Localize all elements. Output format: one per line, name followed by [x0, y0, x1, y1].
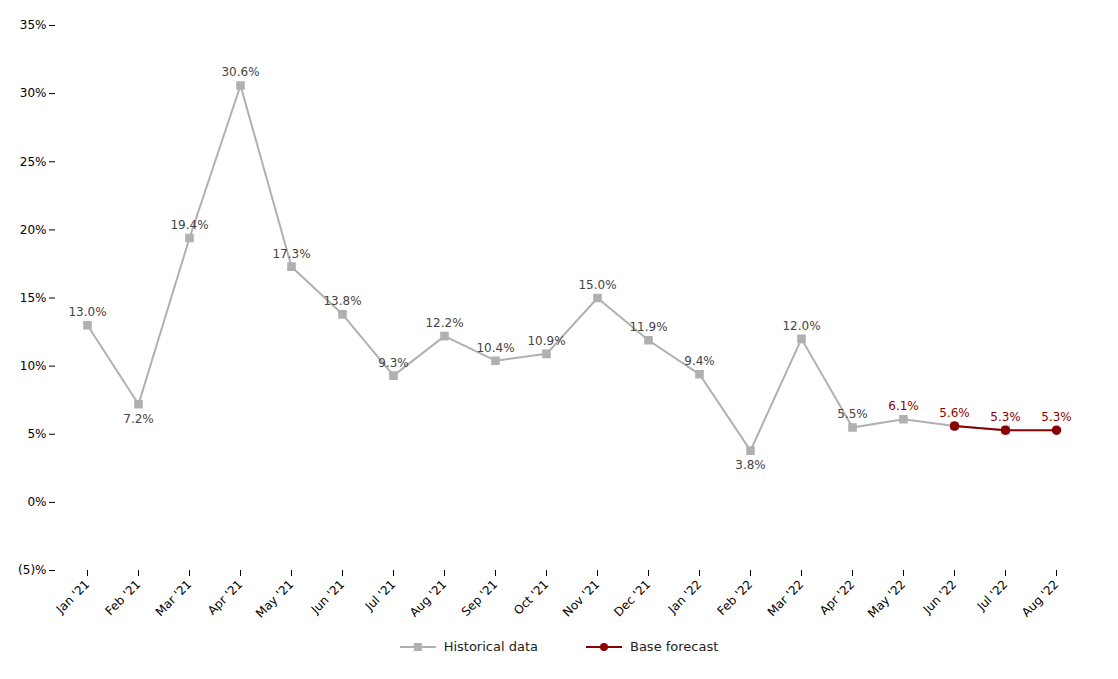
svg-text:30.6%: 30.6%	[221, 65, 259, 79]
svg-text:0%: 0%	[27, 495, 46, 509]
svg-text:9.4%: 9.4%	[684, 354, 715, 368]
svg-text:13.8%: 13.8%	[323, 294, 361, 308]
svg-text:Sep '21: Sep '21	[459, 577, 501, 619]
svg-text:15.0%: 15.0%	[578, 278, 616, 292]
html-text:Historical data: Historical data	[443, 639, 538, 654]
svg-text:13.0%: 13.0%	[68, 305, 106, 319]
svg-text:May '21: May '21	[253, 577, 296, 620]
svg-text:11.9%: 11.9%	[629, 320, 667, 334]
svg-text:Apr '21: Apr '21	[205, 577, 245, 617]
svg-text:5.5%: 5.5%	[837, 407, 868, 421]
svg-text:Mar '22: Mar '22	[765, 577, 807, 619]
svg-text:Jan '21: Jan '21	[53, 577, 93, 617]
svg-text:15%: 15%	[20, 291, 47, 305]
svg-text:Feb '21: Feb '21	[103, 577, 144, 618]
svg-text:Mar '21: Mar '21	[153, 577, 195, 619]
svg-text:5%: 5%	[27, 427, 46, 441]
svg-text:17.3%: 17.3%	[272, 247, 310, 261]
svg-text:12.2%: 12.2%	[425, 316, 463, 330]
svg-text:Oct '21: Oct '21	[511, 577, 551, 617]
svg-text:Feb '22: Feb '22	[715, 577, 756, 618]
svg-text:Jun '22: Jun '22	[920, 577, 960, 617]
svg-text:10.9%: 10.9%	[527, 334, 565, 348]
svg-text:May '22: May '22	[865, 577, 908, 620]
svg-text:Apr '22: Apr '22	[817, 577, 857, 617]
svg-text:Jun '21: Jun '21	[308, 577, 348, 617]
svg-text:19.4%: 19.4%	[170, 218, 208, 232]
svg-text:(5)%: (5)%	[18, 563, 46, 577]
svg-text:Jul '22: Jul '22	[974, 577, 1011, 614]
svg-text:5.3%: 5.3%	[990, 410, 1021, 424]
svg-text:5.6%: 5.6%	[939, 406, 970, 420]
svg-text:12.0%: 12.0%	[782, 319, 820, 333]
svg-text:Aug '21: Aug '21	[407, 577, 449, 619]
svg-text:Jan '22: Jan '22	[665, 577, 705, 617]
svg-text:Dec '21: Dec '21	[611, 577, 653, 619]
svg-text:10%: 10%	[20, 359, 47, 373]
svg-text:5.3%: 5.3%	[1041, 410, 1072, 424]
svg-text:25%: 25%	[20, 155, 47, 169]
svg-text:Jul '21: Jul '21	[362, 577, 399, 614]
svg-text:20%: 20%	[20, 223, 47, 237]
svg-text:Aug '22: Aug '22	[1019, 577, 1061, 619]
html-text:Base forecast: Base forecast	[630, 639, 719, 654]
svg-text:7.2%: 7.2%	[123, 412, 154, 426]
svg-text:Nov '21: Nov '21	[560, 577, 602, 619]
svg-text:3.8%: 3.8%	[735, 458, 766, 472]
svg-text:35%: 35%	[20, 18, 47, 32]
svg-text:10.4%: 10.4%	[476, 341, 514, 355]
svg-text:9.3%: 9.3%	[378, 356, 409, 370]
svg-text:6.1%: 6.1%	[888, 399, 919, 413]
svg-text:30%: 30%	[20, 86, 47, 100]
